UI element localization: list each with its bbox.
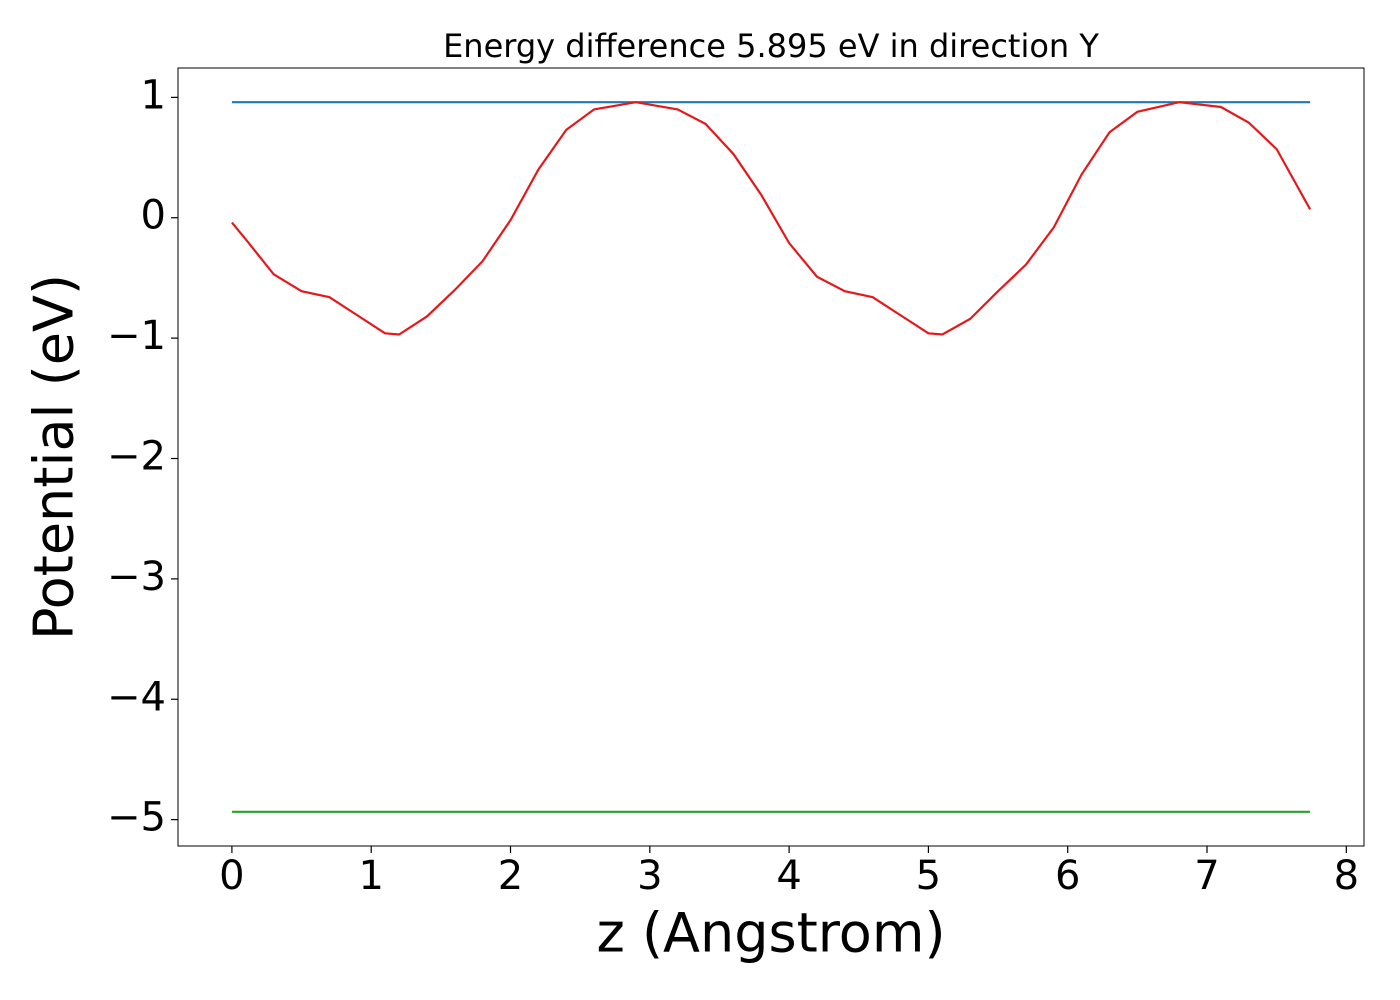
y-tick-label: 1 (141, 72, 166, 118)
y-tick-label: −5 (107, 795, 166, 841)
line (231, 101, 1312, 336)
x-tick-label: 0 (219, 853, 244, 899)
plot-frame (177, 67, 1365, 847)
y-tick-label: −4 (107, 674, 166, 720)
x-tick-label: 6 (1055, 853, 1080, 899)
y-axis-label: Potential (eV) (23, 274, 86, 640)
y-tick-label: −1 (107, 313, 166, 359)
y-tick-label: 0 (141, 193, 166, 239)
chart-title: Energy difference 5.895 eV in direction … (443, 27, 1099, 65)
x-tick-label: 3 (637, 853, 662, 899)
y-tick-label: −2 (107, 434, 166, 480)
x-tick-label: 7 (1194, 853, 1219, 899)
x-tick-label: 8 (1334, 853, 1359, 899)
x-tick-label: 2 (498, 853, 523, 899)
y-tick-label: −3 (107, 554, 166, 600)
x-tick-label: 4 (776, 853, 801, 899)
x-tick-label: 1 (358, 853, 383, 899)
x-tick-label: 5 (916, 853, 941, 899)
x-axis-label: z (Angstrom) (596, 902, 945, 965)
